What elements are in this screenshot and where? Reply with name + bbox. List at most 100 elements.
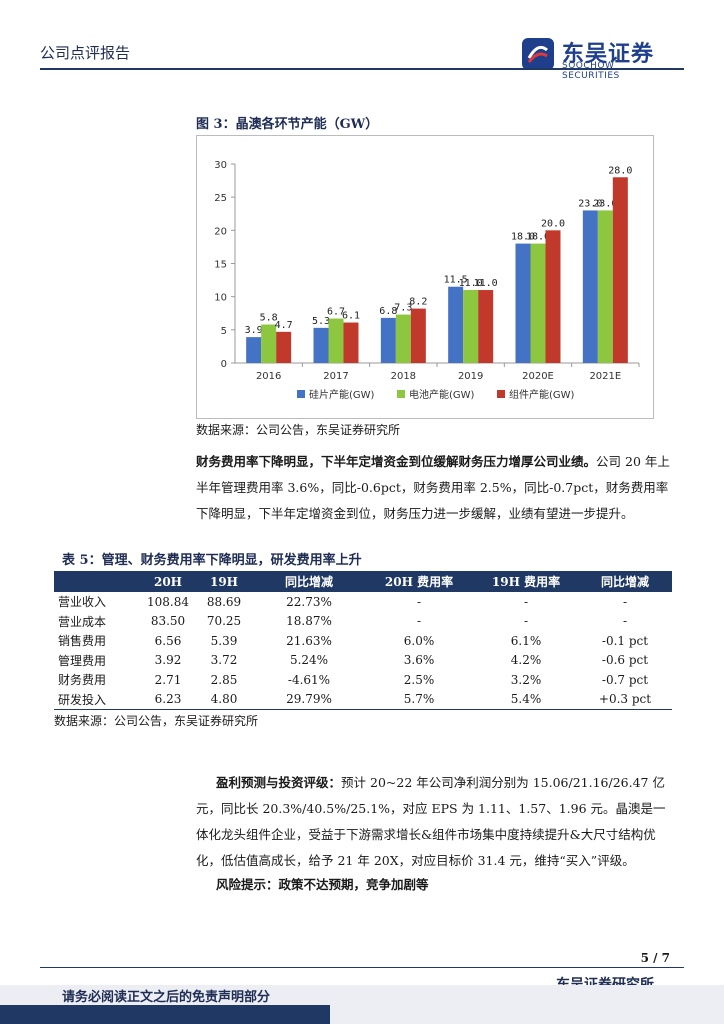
bar [343, 322, 359, 363]
table-row-label: 营业成本 [58, 614, 107, 629]
figure-source: 数据来源：公司公告，东吴证券研究所 [196, 423, 401, 437]
y-tick-label: 10 [214, 293, 227, 304]
x-tick-label: 2016 [256, 371, 281, 382]
y-tick-label: 25 [214, 193, 227, 204]
table-cell: 6.1% [510, 633, 542, 648]
table-cell: +0.3 pct [578, 689, 672, 710]
table-cell: 3.72 [210, 653, 238, 668]
table-cell: 3.92 [154, 653, 182, 668]
table-header-cell: 同比增减 [254, 571, 364, 592]
bar [395, 314, 411, 363]
bar-value-label: 11.0 [459, 278, 483, 289]
table-row-label: 研发投入 [54, 689, 142, 710]
bar [582, 210, 598, 363]
bar-value-label: 18.0 [511, 232, 535, 243]
bar [530, 243, 546, 363]
legend-label: 电池产能(GW) [409, 388, 475, 401]
report-type-label: 公司点评报告 [40, 44, 131, 62]
table-row-label: 营业收入 [58, 595, 107, 610]
bar-value-label: 20.0 [541, 218, 565, 229]
table-cell: - [416, 614, 422, 629]
table-cell: 4.2% [510, 653, 542, 668]
bar [246, 337, 262, 363]
bar-value-label: 11.0 [474, 278, 498, 289]
table-cell: 4.80 [194, 689, 254, 710]
risk-label: 风险提示： [216, 877, 279, 892]
bar [463, 290, 479, 363]
bar-value-label: 6.7 [327, 307, 345, 318]
bar [478, 290, 494, 363]
y-tick-label: 15 [214, 260, 227, 271]
bar [276, 331, 292, 363]
table-cell: - [622, 614, 628, 629]
table-cell: -0.1 pct [601, 633, 649, 648]
bar [597, 210, 613, 363]
soochow-logo-icon [522, 38, 554, 70]
bar-value-label: 5.8 [260, 313, 278, 324]
legend-label: 硅片产能(GW) [309, 388, 375, 401]
bar-value-label: 7.3 [394, 303, 412, 314]
legend-swatch [497, 390, 505, 398]
expense-table: 20H 19H 同比增减 20H 费用率 19H 费用率 同比增减 营业收入 108.84 8… [54, 571, 672, 710]
risk-text: 政策不达预期，竞争加剧等 [278, 877, 429, 892]
risk-warning: 风险提示：政策不达预期，竞争加剧等 [216, 874, 429, 893]
capacity-chart: 0 5 10 15 20 25 30 2016 3.9 5.8 4.7 2017 5.3 6.7 6.1 20… [196, 135, 654, 419]
legend-swatch [397, 390, 405, 398]
paragraph-forecast-heading: 盈利预测与投资评级： [216, 775, 342, 790]
table-cell: 21.63% [286, 633, 332, 648]
bar [448, 286, 464, 363]
x-tick-label: 2021E [589, 371, 621, 382]
table-cell: 3.2% [510, 672, 542, 687]
bar-value-label: 28.0 [608, 165, 632, 176]
table-row: 研发投入 6.23 4.80 29.79% 5.7% 5.4% +0.3 pct [54, 689, 672, 710]
capacity-bar-chart: 0 5 10 15 20 25 30 2016 3.95.84.7 2017 5.36.76.1 20… [214, 160, 640, 401]
x-tick-label: 2020E [522, 371, 554, 382]
table-row: 财务费用 2.71 2.85 -4.61% 2.5% 3.2% -0.7 pct [54, 670, 672, 690]
bar-value-label: 4.7 [275, 320, 293, 331]
table-title: 表 5：管理、财务费用率下降明显，研发费用率上升 [62, 553, 362, 568]
y-tick-label: 0 [221, 359, 227, 370]
paragraph-expense-body: 公司 20 年上半年管理费用率 3.6%，同比-0.6pct，财务费用率 2.5… [196, 454, 670, 521]
table-cell: -0.7 pct [601, 672, 649, 687]
bar [410, 308, 426, 363]
bar-value-label: 3.9 [245, 325, 263, 336]
footer-bar [0, 1005, 330, 1024]
table-cell: - [523, 594, 529, 609]
table-cell: - [622, 594, 628, 609]
table-cell: 2.5% [403, 672, 435, 687]
table-row: 销售费用 6.56 5.39 21.63% 6.0% 6.1% -0.1 pct [54, 631, 672, 651]
x-tick-label: 2018 [391, 371, 416, 382]
table-header-cell: 19H [194, 571, 254, 592]
header-divider [40, 68, 684, 70]
bar [328, 318, 344, 363]
bar-value-label: 23.0 [578, 198, 602, 209]
table-cell: 5.4% [474, 689, 578, 710]
table-row: 管理费用 3.92 3.72 5.24% 3.6% 4.2% -0.6 pct [54, 651, 672, 671]
table-header-cell: 同比增减 [578, 571, 672, 592]
page-number: 5 / 7 [640, 951, 670, 965]
table-cell: 3.6% [403, 653, 435, 668]
table-cell: 22.73% [286, 594, 332, 609]
table-row: 营业收入 108.84 88.69 22.73% - - - [54, 592, 672, 612]
paragraph-forecast: 盈利预测与投资评级：预计 20~22 年公司净利润分别为 15.06/21.16… [196, 770, 676, 874]
table-cell: 5.24% [289, 653, 329, 668]
table-cell: 6.23 [142, 689, 194, 710]
table-row-label: 销售费用 [58, 634, 107, 649]
table-header-row: 20H 19H 同比增减 20H 费用率 19H 费用率 同比增减 [54, 571, 672, 592]
paragraph-forecast-body: 预计 20~22 年公司净利润分别为 15.06/21.16/26.47 亿元，… [196, 775, 666, 868]
logo-cn-text: 东吴证券 [562, 42, 655, 67]
table-row-label: 财务费用 [58, 673, 107, 688]
bar [380, 317, 396, 363]
bar-value-label: 11.5 [444, 275, 468, 286]
paragraph-expense-heading: 财务费用率下降明显，下半年定增资金到位缓解财务压力增厚公司业绩。 [196, 454, 597, 469]
paragraph-expense: 财务费用率下降明显，下半年定增资金到位缓解财务压力增厚公司业绩。公司 20 年上… [196, 449, 676, 527]
bar [313, 327, 329, 363]
table-cell: 2.85 [210, 672, 238, 687]
x-tick-label: 2017 [323, 371, 348, 382]
x-tick-label: 2019 [458, 371, 483, 382]
table-row-label: 管理费用 [58, 653, 107, 668]
table-cell: - [416, 594, 422, 609]
table-cell: 29.79% [254, 689, 364, 710]
table-cell: 83.50 [150, 614, 186, 629]
table-cell: - [523, 614, 529, 629]
